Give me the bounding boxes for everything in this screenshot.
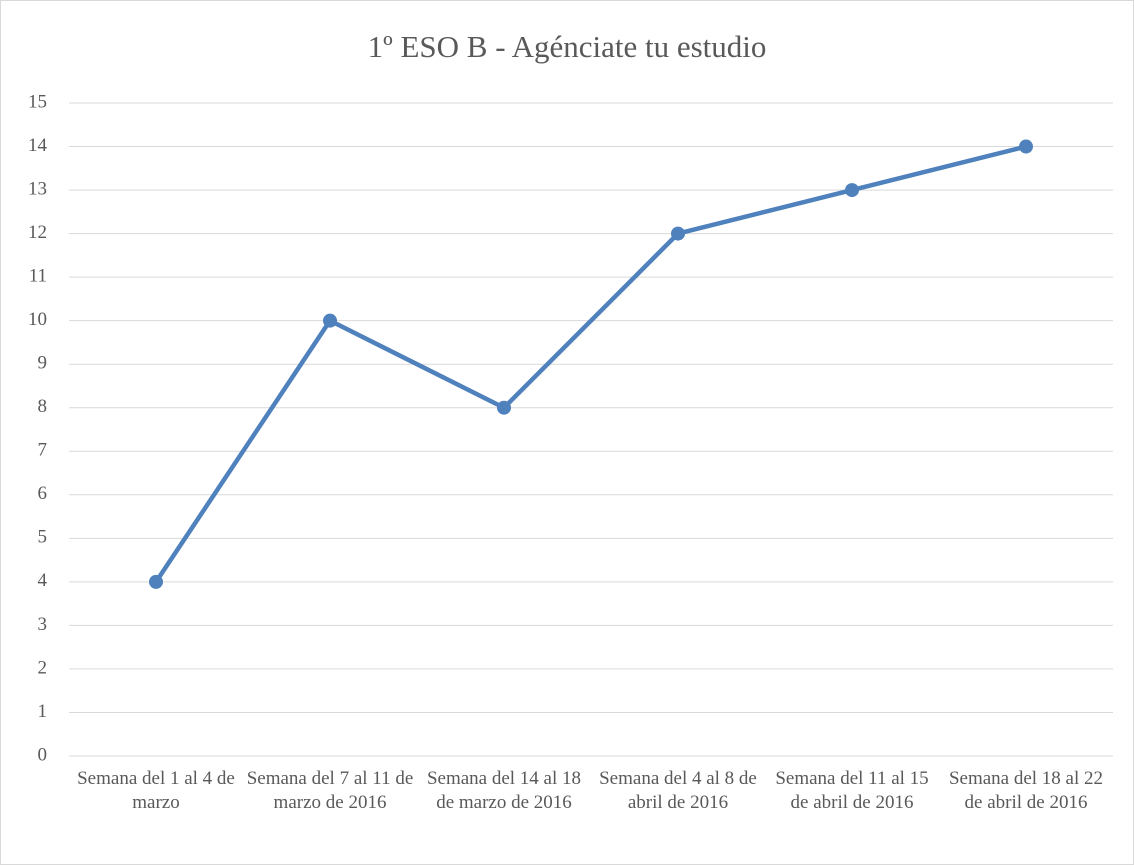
y-tick-label: 9 bbox=[38, 353, 48, 374]
y-tick-label: 2 bbox=[38, 657, 48, 678]
marker bbox=[497, 400, 511, 415]
x-tick-label: Semana del 1 al 4 de marzo bbox=[77, 768, 235, 813]
marker bbox=[149, 574, 163, 589]
marker bbox=[1019, 139, 1033, 154]
x-tick-label: Semana del 11 al 15 de abril de 2016 bbox=[775, 768, 928, 813]
y-tick-label: 12 bbox=[28, 222, 47, 243]
y-tick-label: 4 bbox=[38, 570, 48, 591]
x-tick-label: Semana del 14 al 18 de marzo de 2016 bbox=[427, 768, 581, 813]
marker bbox=[845, 183, 859, 198]
y-tick-label: 14 bbox=[28, 135, 48, 156]
y-tick-label: 5 bbox=[38, 527, 48, 548]
y-tick-label: 8 bbox=[38, 396, 48, 417]
chart-title: 1º ESO B - Agénciate tu estudio bbox=[368, 29, 767, 64]
marker bbox=[323, 313, 337, 328]
x-tick-label: Semana del 4 al 8 de abril de 2016 bbox=[599, 768, 757, 813]
y-tick-label: 13 bbox=[28, 178, 47, 199]
y-tick-label: 10 bbox=[28, 309, 47, 330]
y-tick-label: 0 bbox=[38, 744, 48, 765]
y-tick-label: 7 bbox=[38, 440, 48, 461]
marker bbox=[671, 226, 685, 241]
y-tick-label: 3 bbox=[38, 614, 48, 635]
y-tick-label: 1 bbox=[38, 701, 48, 722]
x-tick-label: Semana del 18 al 22 de abril de 2016 bbox=[949, 768, 1103, 813]
y-tick-label: 15 bbox=[28, 91, 47, 112]
y-tick-label: 11 bbox=[29, 265, 47, 286]
y-tick-label: 6 bbox=[38, 483, 48, 504]
line bbox=[153, 144, 1029, 585]
x-tick-label: Semana del 7 al 11 de marzo de 2016 bbox=[247, 768, 414, 813]
